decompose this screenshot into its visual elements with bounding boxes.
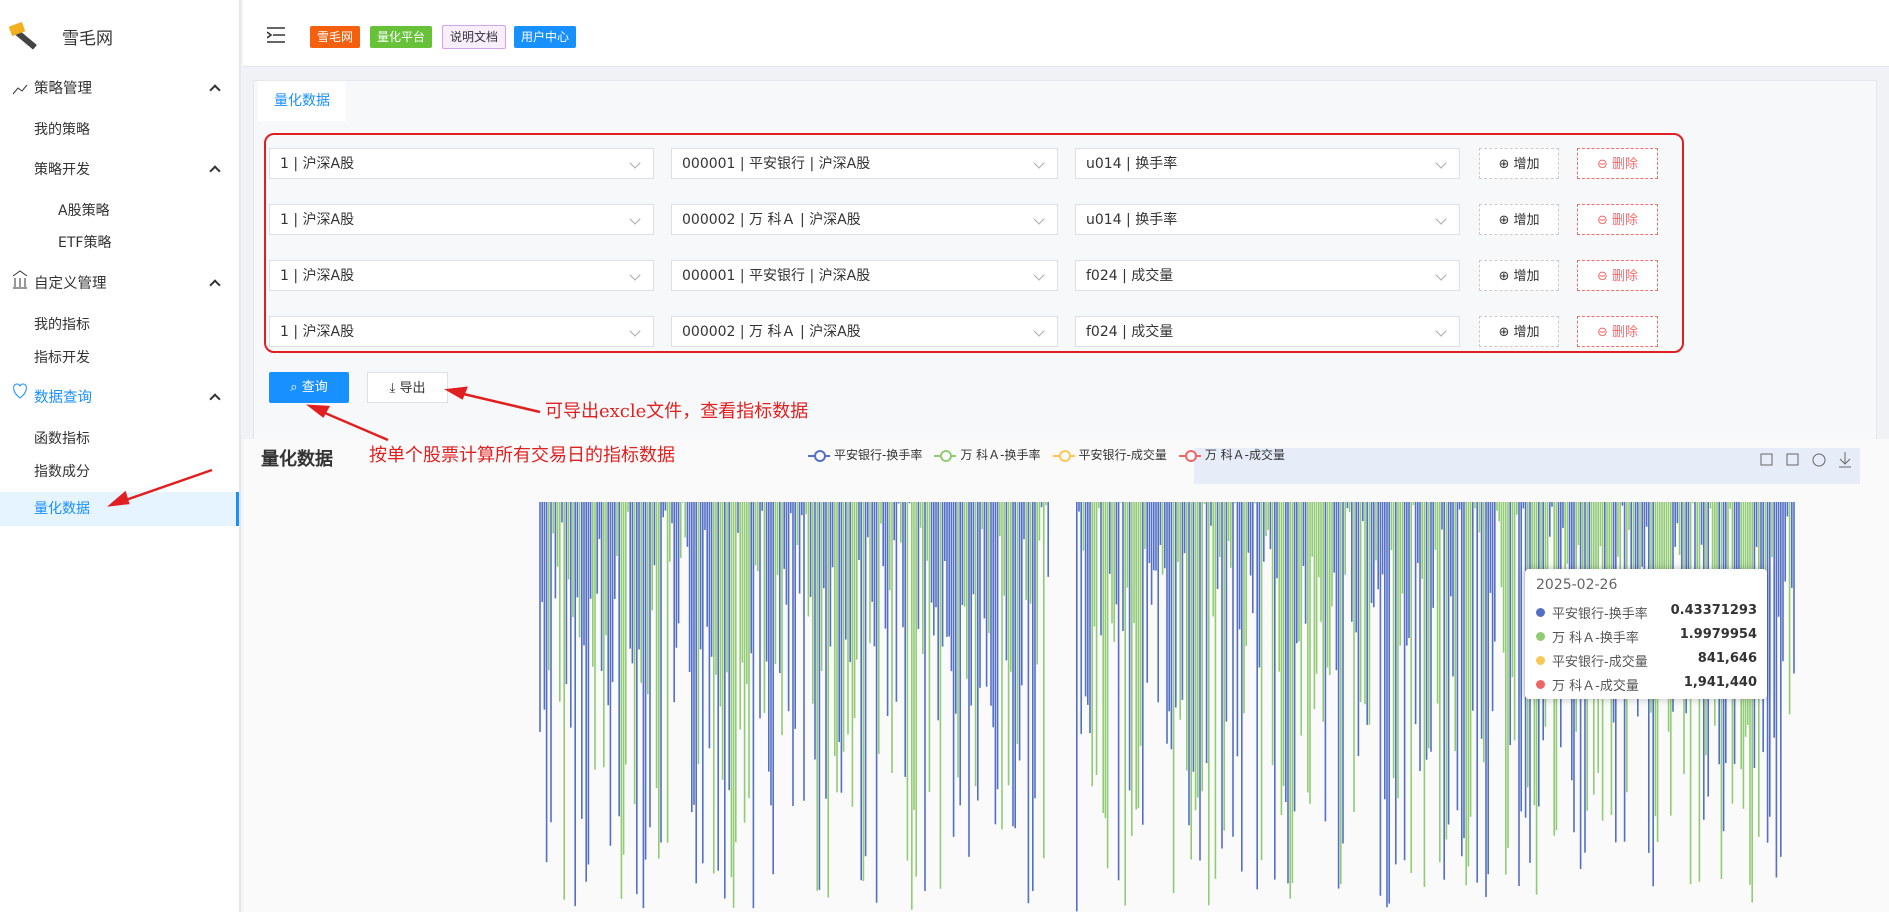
legend-item[interactable]: 平安银行-换手率: [808, 446, 922, 463]
logo: [8, 21, 37, 50]
menu-item[interactable]: ETF策略: [0, 226, 239, 260]
select[interactable]: 1 | 沪深A股: [269, 260, 654, 291]
select[interactable]: 000001 | 平安银行 | 沪深A股: [671, 260, 1058, 291]
add-button[interactable]: ⊕ 增加: [1479, 204, 1559, 235]
menu-item[interactable]: 我的指标: [0, 308, 239, 342]
legend-dot: [940, 449, 953, 462]
legend-dot: [1058, 449, 1071, 462]
legend-label: 平安银行-成交量: [1078, 448, 1167, 462]
tooltip-name: 平安银行-换手率: [1552, 607, 1648, 622]
tooltip-name: 万 科Ａ-换手率: [1552, 631, 1639, 646]
legend-item[interactable]: 万 科Ａ-换手率: [934, 446, 1041, 463]
tag[interactable]: 雪毛网: [310, 26, 361, 48]
select[interactable]: u014 | 换手率: [1075, 204, 1460, 235]
menu-toggle[interactable]: [267, 27, 287, 43]
select[interactable]: 1 | 沪深A股: [269, 204, 654, 235]
remove-button[interactable]: ⊖ 删除: [1577, 204, 1658, 235]
menu-item[interactable]: 策略开发: [0, 153, 239, 187]
legend-icon: [1052, 449, 1075, 462]
label: 增加: [1513, 213, 1540, 228]
menu-item[interactable]: 指标开发: [0, 341, 239, 375]
legend-item[interactable]: 万 科Ａ-成交量: [1178, 446, 1285, 463]
tooltip-value: 841,646: [1697, 651, 1757, 666]
label: 删除: [1612, 213, 1639, 228]
label: 删除: [1612, 269, 1639, 284]
select[interactable]: f024 | 成交量: [1075, 260, 1460, 291]
chart-toolbar[interactable]: [1757, 450, 1869, 470]
add-button[interactable]: ⊕ 增加: [1479, 148, 1559, 179]
menu-item[interactable]: 我的策略: [0, 113, 239, 147]
select[interactable]: 000002 | 万 科Ａ | 沪深A股: [671, 204, 1058, 235]
tab[interactable]: 量化数据: [258, 81, 346, 121]
label: 策略开发: [34, 162, 90, 178]
legend-dot: [1184, 449, 1197, 462]
legend-label: 万 科Ａ-换手率: [960, 448, 1041, 462]
tooltip-value: 1.9979954: [1679, 627, 1757, 642]
tooltip-date: 2025-02-26: [1536, 577, 1618, 593]
menu-icons: [12, 84, 28, 399]
tooltip-value: 0.43371293: [1670, 603, 1757, 618]
tag[interactable]: 用户中心: [514, 26, 577, 48]
menu-item[interactable]: A股策略: [0, 194, 239, 228]
label: 数据查询: [34, 390, 92, 406]
legend-icon: [1178, 449, 1201, 462]
select[interactable]: 000002 | 万 科Ａ | 沪深A股: [671, 316, 1058, 347]
highlight-box: [264, 133, 1684, 353]
legend: 平安银行-换手率 万 科Ａ-换手率 平安银行-成交量 万 科Ａ-成交量: [808, 446, 1297, 463]
menu-item[interactable]: 函数指标: [0, 422, 239, 456]
label: 自定义管理: [34, 276, 107, 292]
tooltip-dot: [1536, 656, 1545, 665]
annotation: 按单个股票计算所有交易日的指标数据: [369, 445, 675, 466]
label: 增加: [1513, 325, 1540, 340]
label: 删除: [1612, 157, 1639, 172]
select[interactable]: 1 | 沪深A股: [269, 316, 654, 347]
menu-group[interactable]: 自定义管理: [0, 267, 239, 301]
select[interactable]: 000001 | 平安银行 | 沪深A股: [671, 148, 1058, 179]
export-button[interactable]: ⤓ 导出: [367, 372, 448, 403]
tooltip-dot: [1536, 608, 1545, 617]
remove-button[interactable]: ⊖ 删除: [1577, 148, 1658, 179]
header: 雪毛网 量化平台 说明文档 用户中心: [243, 0, 1889, 67]
select[interactable]: u014 | 换手率: [1075, 148, 1460, 179]
legend-icon: [934, 449, 957, 462]
tooltip: 2025-02-26 平安银行-换手率 0.43371293 万 科Ａ-换手率 1.9…: [1525, 569, 1767, 699]
legend-label: 平安银行-换手率: [834, 448, 923, 462]
tag[interactable]: 量化平台: [370, 26, 433, 48]
chart-lines: [539, 502, 1795, 912]
select[interactable]: 1 | 沪深A股: [269, 148, 654, 179]
remove-button[interactable]: ⊖ 删除: [1577, 260, 1658, 291]
label: 查询: [301, 380, 328, 395]
select[interactable]: f024 | 成交量: [1075, 316, 1460, 347]
tooltip-value: 1,941,440: [1683, 675, 1757, 690]
legend-icon: [808, 449, 830, 462]
tooltip-name: 万 科Ａ-成交量: [1552, 679, 1639, 694]
label: 策略管理: [34, 81, 92, 97]
remove-button[interactable]: ⊖ 删除: [1577, 316, 1658, 347]
label: 增加: [1513, 157, 1540, 172]
brand: 雪毛网: [62, 29, 113, 49]
tooltip-name: 平安银行-成交量: [1552, 655, 1648, 670]
label: 删除: [1612, 325, 1639, 340]
legend-label: 万 科Ａ-成交量: [1204, 448, 1285, 462]
chart-title: 量化数据: [261, 449, 333, 470]
zoom-band: [1194, 448, 1860, 484]
menu-group[interactable]: 策略管理: [0, 72, 239, 106]
menu-group[interactable]: 数据查询: [0, 381, 239, 415]
tag[interactable]: 说明文档: [442, 25, 507, 49]
tooltip-dot: [1536, 680, 1545, 689]
add-button[interactable]: ⊕ 增加: [1479, 316, 1559, 347]
legend-dot: [814, 449, 826, 462]
tooltip-dot: [1536, 632, 1545, 641]
add-button[interactable]: ⊕ 增加: [1479, 260, 1559, 291]
query-button[interactable]: ⌕ 查询: [269, 372, 349, 403]
annotation: 可导出excle文件，查看指标数据: [545, 401, 809, 422]
legend-item[interactable]: 平安银行-成交量: [1052, 446, 1167, 463]
label: 增加: [1513, 269, 1540, 284]
label: 导出: [399, 381, 426, 396]
